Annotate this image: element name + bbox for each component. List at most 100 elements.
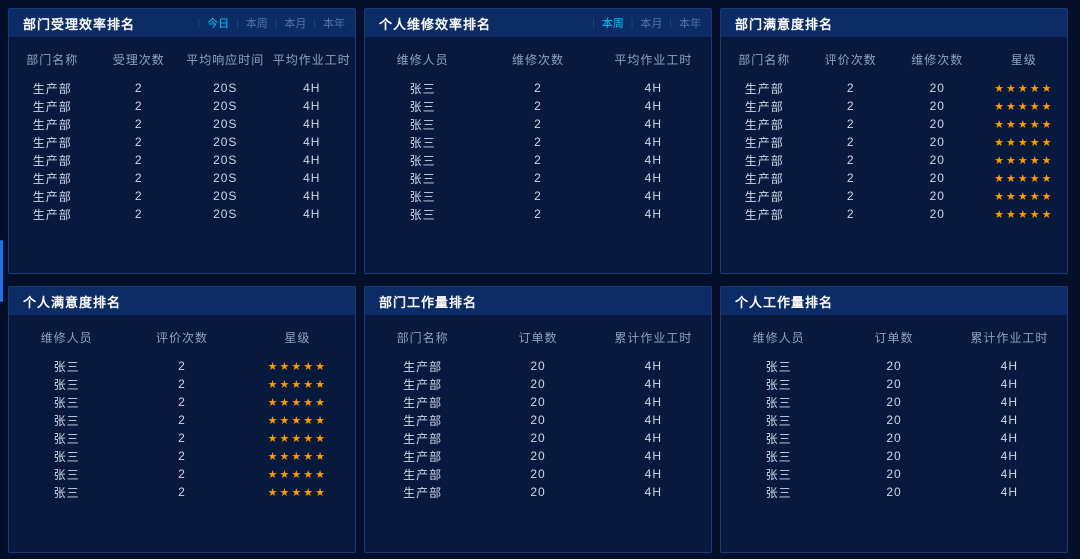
time-tab-3[interactable]: 本月 <box>284 18 307 30</box>
star-rating-group: ★★★★★ <box>994 209 1053 221</box>
table-cell: 生产部 <box>403 359 443 374</box>
star-rating-group: ★★★★★ <box>994 173 1053 185</box>
time-tab-1[interactable]: 今日 <box>207 18 230 30</box>
star-rating-group: ★★★★★ <box>994 137 1053 149</box>
table-row: 生产部 2 20 ★★★★★ <box>721 151 1067 169</box>
table-cell: 20 <box>530 431 546 445</box>
table-row: 生产部 20 4H <box>365 357 711 375</box>
table-row: 张三 20 4H <box>721 375 1067 393</box>
ranking-table: 部门名称 评价次数 维修次数 星级 生产部 2 20 ★★★★★ 生产部 2 20 ★★★★★ 生产部 2… <box>721 37 1067 223</box>
panel-header: 部门满意度排名 <box>721 9 1067 37</box>
time-tab-3[interactable]: 本年 <box>679 18 701 30</box>
table-cell: 20 <box>886 467 902 481</box>
table-cell: 张三 <box>53 377 80 392</box>
panel-title: 个人维修效率排名 <box>379 16 492 32</box>
star-rating: ★★★★★ <box>981 117 1068 131</box>
table-cell: 4H <box>644 485 662 499</box>
star-icon: ★ <box>1041 155 1054 167</box>
time-tab-2[interactable]: 本周 <box>245 18 268 30</box>
star-icon: ★ <box>279 379 292 391</box>
star-icon: ★ <box>303 433 316 445</box>
column-header: 累计作业工时 <box>614 331 693 345</box>
table-cell: 生产部 <box>744 117 784 132</box>
table-cell: 4H <box>644 467 662 481</box>
table-row: 张三 20 4H <box>721 393 1067 411</box>
table-cell: 4H <box>303 171 321 185</box>
table-row: 生产部 2 20S 4H <box>9 97 355 115</box>
table-cell: 2 <box>534 153 542 167</box>
table-cell: 2 <box>134 207 143 221</box>
star-rating-group: ★★★★★ <box>994 83 1053 95</box>
left-edge-scroll-indicator[interactable] <box>0 240 3 302</box>
table-cell: 4H <box>1000 413 1018 427</box>
table-row: 张三 20 4H <box>721 483 1067 501</box>
star-icon: ★ <box>267 433 280 445</box>
time-tab-1[interactable]: 本周 <box>601 18 624 30</box>
table-cell: 20S <box>213 189 238 203</box>
star-icon: ★ <box>1005 137 1018 149</box>
star-icon: ★ <box>1041 137 1054 149</box>
table-cell: 20S <box>213 153 238 167</box>
table-cell: 4H <box>303 99 321 113</box>
table-row: 生产部 2 20 ★★★★★ <box>721 169 1067 187</box>
table-row: 生产部 2 20S 4H <box>9 115 355 133</box>
table-cell: 张三 <box>409 153 436 168</box>
star-rating-group: ★★★★★ <box>268 361 327 373</box>
table-cell: 2 <box>846 99 855 113</box>
table-cell: 2 <box>134 117 143 131</box>
star-rating: ★★★★★ <box>240 377 355 391</box>
table-cell: 4H <box>644 99 662 113</box>
star-icon: ★ <box>1005 155 1018 167</box>
star-rating: ★★★★★ <box>981 81 1068 95</box>
column-header: 星级 <box>1010 53 1037 67</box>
star-icon: ★ <box>994 137 1006 149</box>
table-cell: 张三 <box>53 395 80 410</box>
ranking-table: 维修人员 维修次数 平均作业工时 张三 2 4H 张三 2 4H 张三 2 4H 张三 2 4H 张三 2 4H 张… <box>365 37 711 223</box>
star-icon: ★ <box>994 119 1006 131</box>
star-icon: ★ <box>1005 173 1018 185</box>
table-cell: 2 <box>134 99 143 113</box>
star-icon: ★ <box>315 379 327 391</box>
star-rating: ★★★★★ <box>240 485 355 499</box>
table-row: 生产部 2 20S 4H <box>9 151 355 169</box>
table-cell: 2 <box>846 81 855 95</box>
table-cell: 4H <box>644 413 662 427</box>
table-cell: 4H <box>303 207 321 221</box>
table-row: 张三 2 ★★★★★ <box>9 447 355 465</box>
table-cell: 生产部 <box>32 135 72 150</box>
star-icon: ★ <box>291 397 304 409</box>
star-rating: ★★★★★ <box>981 171 1068 185</box>
star-icon: ★ <box>303 361 316 373</box>
star-icon: ★ <box>994 191 1006 203</box>
table-cell: 生产部 <box>744 207 784 222</box>
star-icon: ★ <box>315 487 327 499</box>
star-icon: ★ <box>1017 209 1030 221</box>
table-cell: 4H <box>1000 467 1018 481</box>
star-icon: ★ <box>315 451 327 463</box>
star-icon: ★ <box>1041 209 1054 221</box>
column-header: 部门名称 <box>26 53 79 67</box>
time-tab-2[interactable]: 本月 <box>640 18 663 30</box>
table-cell: 2 <box>178 467 186 481</box>
star-icon: ★ <box>994 155 1006 167</box>
panel-title: 部门受理效率排名 <box>23 16 136 32</box>
tab-divider: | <box>592 17 595 29</box>
table-row: 生产部 20 4H <box>365 465 711 483</box>
time-tab-4[interactable]: 本年 <box>323 18 345 30</box>
star-icon: ★ <box>291 379 304 391</box>
star-icon: ★ <box>291 415 304 427</box>
star-icon: ★ <box>1017 191 1030 203</box>
table-cell: 2 <box>134 81 143 95</box>
table-cell: 2 <box>534 207 542 221</box>
star-icon: ★ <box>1041 119 1054 131</box>
table-cell: 4H <box>303 117 321 131</box>
table-cell: 4H <box>644 431 662 445</box>
table-cell: 张三 <box>409 81 436 96</box>
star-icon: ★ <box>994 101 1006 113</box>
ranking-table: 部门名称 受理次数 平均响应时间 平均作业工时 生产部 2 20S 4H 生产部 2 20S 4H 生产… <box>9 37 355 223</box>
star-icon: ★ <box>291 361 304 373</box>
time-filter-tabs: | 今日 | 本周 | 本月 | 本年 <box>191 15 345 31</box>
table-header-row: 维修人员 订单数 累计作业工时 <box>721 315 1067 357</box>
star-rating-group: ★★★★★ <box>268 379 327 391</box>
star-icon: ★ <box>279 469 292 481</box>
